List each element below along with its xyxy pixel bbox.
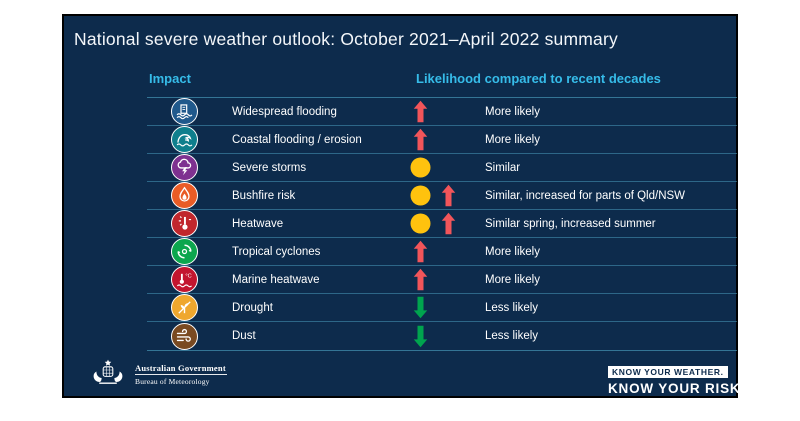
bom-logo-text: Australian Government Bureau of Meteorol… [135,363,227,386]
impact-label: Tropical cyclones [232,245,321,258]
up-arrow-icon [408,98,433,125]
impact-label: Bushfire risk [232,189,296,202]
impact-column-header: Impact [149,71,191,86]
likelihood-indicators [408,238,436,265]
know-your-weather-badge: KNOW YOUR WEATHER. [608,365,728,378]
likelihood-label: More likely [485,133,540,146]
table-row: Drought Less likely [147,294,737,322]
up-arrow-icon [408,238,433,265]
australian-government-label: Australian Government [135,362,226,373]
outlook-panel: National severe weather outlook: October… [62,14,744,398]
table-row: Bushfire risk Similar, increased for part… [147,182,737,210]
logo-divider [135,374,227,375]
bureau-of-meteorology-label: Bureau of Meteorology [135,376,210,386]
likelihood-indicators [408,266,436,293]
australian-coat-of-arms-icon [93,359,123,384]
similar-circle-icon [408,154,433,181]
likelihood-label: Less likely [485,330,539,342]
tagline-block: KNOW YOUR WEATHER. KNOW YOUR RISK. [608,362,745,396]
up-arrow-icon [436,182,461,209]
outlook-table: Widespread flooding More likely Coastal fl… [147,97,737,351]
table-row: °C Marine heatwave More likely [147,266,737,294]
marine-heatwave-icon: °C [171,266,198,293]
impact-label: Widespread flooding [232,105,337,118]
bom-logo: Australian Government Bureau of Meteorol… [88,358,227,390]
table-row: Severe storms Similar [147,154,737,182]
heatwave-icon [171,210,198,237]
likelihood-indicators [408,98,436,125]
likelihood-indicators [408,210,464,237]
svg-text:°C: °C [185,273,191,279]
likelihood-label: Similar, increased for parts of Qld/NSW [485,189,686,202]
impact-label: Dust [232,330,256,342]
drought-icon [171,294,198,321]
likelihood-label: Less likely [485,301,539,314]
down-arrow-icon [408,323,433,350]
bushfire-icon [171,182,198,209]
up-arrow-icon [408,126,433,153]
impact-label: Heatwave [232,217,284,230]
table-row: Widespread flooding More likely [147,98,737,126]
cyclone-icon [171,238,198,265]
dust-icon [171,322,198,350]
flood-icon [171,98,198,125]
likelihood-column-header: Likelihood compared to recent decades [416,71,661,86]
table-row: Heatwave Similar spring, increased summer [147,210,737,238]
page-title: National severe weather outlook: October… [74,29,618,49]
table-row: Tropical cyclones More likely [147,238,737,266]
storm-icon [171,154,198,181]
likelihood-indicators [408,294,436,321]
impact-label: Coastal flooding / erosion [232,133,362,146]
impact-label: Marine heatwave [232,273,320,286]
down-arrow-icon [408,294,433,321]
likelihood-label: Similar spring, increased summer [485,217,656,230]
likelihood-label: More likely [485,273,540,286]
likelihood-indicators [408,126,436,153]
likelihood-label: Similar [485,161,521,174]
likelihood-indicators [408,154,436,181]
up-arrow-icon [436,210,461,237]
know-your-risk-label: KNOW YOUR RISK. [608,381,746,396]
table-row: Dust Less likely [147,322,737,350]
likelihood-label: More likely [485,245,540,258]
likelihood-label: More likely [485,105,540,118]
likelihood-indicators [408,182,464,209]
impact-label: Drought [232,301,273,314]
table-row: Coastal flooding / erosion More likely [147,126,737,154]
coastal-erosion-icon [171,126,198,153]
impact-label: Severe storms [232,161,307,174]
likelihood-indicators [408,323,436,350]
up-arrow-icon [408,266,433,293]
similar-circle-icon [408,210,433,237]
similar-circle-icon [408,182,433,209]
